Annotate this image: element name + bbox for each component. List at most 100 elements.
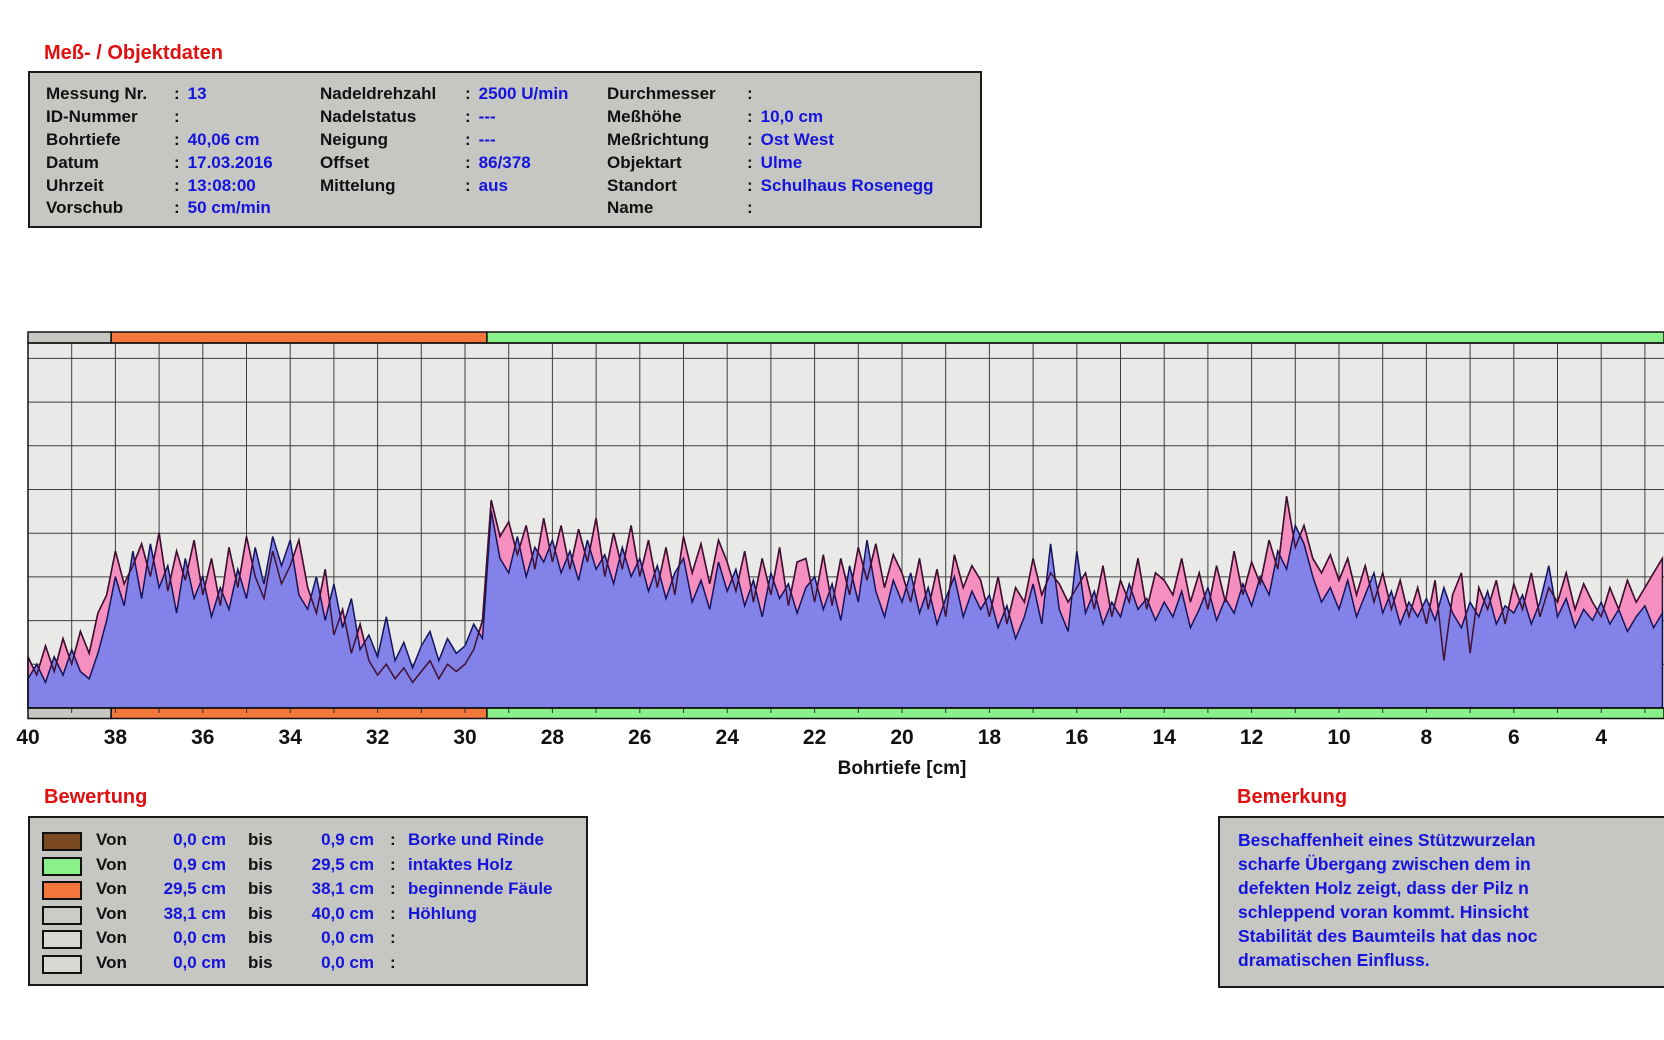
bewertung-colon: : [390,830,396,849]
bemerkung-line: Beschaffenheit eines Stützwurzelan [1238,830,1536,850]
meta-label: Vorschub [46,198,124,218]
zone-bar-bottom [110,707,488,720]
bis-label: bis [248,952,273,972]
von-label: Von [96,830,127,849]
meta-label: ID-Nummer [46,107,138,127]
bis-value: 38,1 cm [311,879,374,899]
bewertung-colon: : [390,854,396,874]
zone-bar-bottom [486,707,1664,720]
meta-label: Nadelstatus [320,107,417,127]
meta-label: Mittelung [320,175,396,195]
bemerkung-panel: Beschaffenheit eines Stützwurzelan scharf… [1218,816,1664,988]
bis-label: bis [248,830,273,849]
meta-value: 13 [187,84,207,104]
meta-row: Durchmesser: [607,83,934,106]
axis-tick-label: 14 [1153,726,1177,749]
meta-row: Name: [607,197,934,220]
meta-column-1: Messung Nr.:13 ID-Nummer: Bohrtiefe:40,06 … [46,83,273,220]
bis-value: 29,5 cm [311,854,374,874]
meta-row: Objektart: Ulme [607,151,934,174]
axis-tick-label: 36 [191,726,214,749]
zone-label: Höhlung [408,903,477,923]
x-axis-title: Bohrtiefe [cm] [838,758,967,779]
meta-label: Meßrichtung [607,129,709,149]
meta-row: Neigung: --- [320,129,568,152]
bis-value: 40,0 cm [311,903,374,923]
von-label: Von [96,928,127,948]
axis-tick-label: 16 [1065,726,1088,749]
axis-tick-label: 30 [453,726,476,749]
bewertung-colon: : [390,903,396,923]
meta-label: Bohrtiefe [46,129,121,149]
bemerkung-text: Beschaffenheit eines Stützwurzelan scharf… [1238,828,1538,972]
meta-label: Standort [607,175,677,195]
drill-curve-area [27,510,1664,709]
meta-colon: : [174,152,180,172]
bis-value: 0,0 cm [321,952,374,972]
bewertung-rows: Von 0,0 cm bis 0,9 cm: Borke und Rinde Von 0,9… [30,830,586,978]
bewertung-title: Bewertung [44,786,148,808]
zone-bar-top [110,331,488,344]
zone-color-swatch [42,856,82,876]
von-label: Von [96,879,127,899]
chart-canvas: 40 38 36 34 32 30 28 26 24 22 20 18 16 14 12 10 8 6 4 Bohrt… [16,331,1664,779]
axis-tick-label: 18 [978,726,1002,749]
zone-color-swatch [42,905,82,925]
meta-column-2: Nadeldrehzahl:2500 U/min Nadelstatus: --- N… [320,83,568,197]
meta-value: Ost West [760,129,835,149]
bis-value: 0,9 cm [321,830,374,849]
zone-label: beginnende Fäule [408,879,553,899]
meta-colon: : [747,129,753,149]
meta-colon: : [174,198,180,218]
bis-label: bis [248,903,273,923]
bewertung-colon: : [390,928,396,948]
meta-colon: : [174,107,180,127]
von-value: 0,0 cm [173,830,226,849]
meta-value: 50 cm/min [187,198,271,218]
bemerkung-line: dramatischen Einfluss. [1238,950,1430,970]
zone-label: Borke und Rinde [408,830,545,849]
meta-colon: : [747,84,753,104]
bemerkung-line: scharfe Übergang zwischen dem in [1238,854,1531,874]
feed-curve-line [27,496,1664,684]
bewertung-row: Von 29,5 cm bis 38,1 cm: beginnende Fäule [30,879,586,904]
meta-value: Schulhaus Rosenegg [760,175,934,195]
measurement-data-title: Meß- / Objektdaten [44,42,223,64]
meta-colon: : [174,129,180,149]
meta-row: Datum:17.03.2016 [46,151,273,174]
meta-row: Bohrtiefe:40,06 cm [46,129,273,152]
meta-row: Messung Nr.:13 [46,83,273,106]
meta-row: Nadelstatus: --- [320,106,568,129]
bewertung-colon: : [390,952,396,972]
meta-label: Neigung [320,129,388,149]
meta-label: Objektart [607,152,682,172]
von-value: 0,0 cm [173,928,226,948]
meta-column-3: Durchmesser: Meßhöhe:10,0 cm Meßrichtung: O… [607,83,934,220]
axis-tick-label: 10 [1327,726,1350,749]
meta-row: Meßrichtung: Ost West [607,129,934,152]
axis-tick-label: 6 [1508,726,1520,749]
meta-colon: : [174,84,180,104]
zone-bar-top [486,331,1664,344]
zone-color-swatch [42,954,82,974]
meta-value: 40,06 cm [187,129,260,149]
meta-label: Uhrzeit [46,175,104,195]
meta-label: Datum [46,152,99,172]
meta-row: Standort: Schulhaus Rosenegg [607,174,934,197]
meta-colon: : [747,175,753,195]
axis-tick-label: 28 [541,726,565,749]
von-value: 38,1 cm [163,903,226,923]
axis-tick-label: 24 [716,726,740,749]
meta-label: Meßhöhe [607,107,682,127]
bis-label: bis [248,854,273,874]
meta-label: Messung Nr. [46,84,148,104]
meta-value: --- [478,129,496,149]
meta-value: Ulme [760,152,803,172]
meta-colon: : [465,107,471,127]
zone-color-swatch [42,930,82,950]
meta-row: ID-Nummer: [46,106,273,129]
axis-tick-label: 22 [803,726,826,749]
meta-row: Meßhöhe:10,0 cm [607,106,934,129]
von-value: 0,9 cm [173,854,226,874]
